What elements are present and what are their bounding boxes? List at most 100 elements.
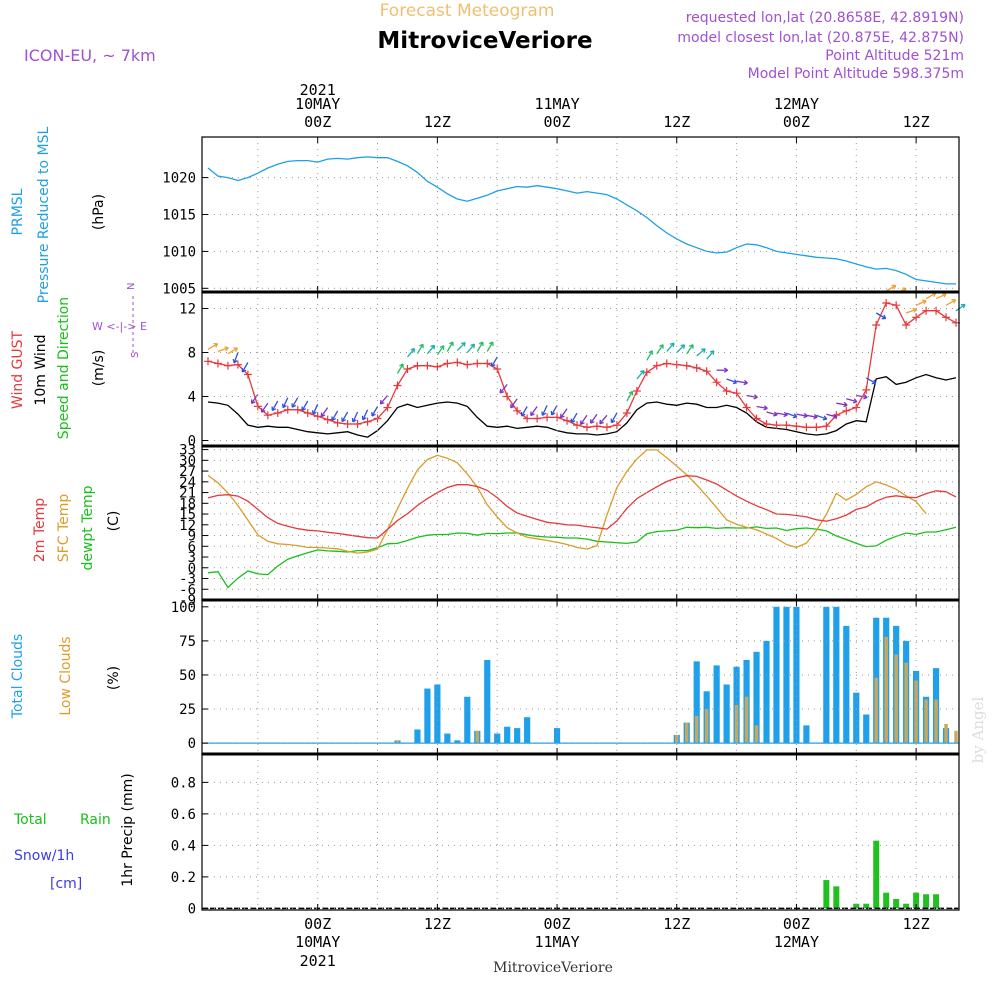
wind-arrow-head — [822, 415, 828, 421]
rain-label-1: Total — [13, 812, 47, 828]
dewpt-label: dewpt Temp — [80, 485, 96, 570]
wind-arrow-shaft — [456, 342, 466, 351]
top-time-label: 12Z — [663, 113, 690, 131]
rain-bar — [923, 894, 930, 909]
wind-arrow-shaft — [233, 352, 239, 364]
wind-arrow-head — [331, 416, 336, 422]
wind-arrow-head — [709, 350, 715, 355]
wind-arrow-shaft — [856, 394, 868, 399]
wind-direction-arrow — [826, 413, 838, 419]
low-cloud-bar — [684, 722, 689, 744]
wind-direction-arrow — [935, 292, 947, 300]
wind-direction-arrow — [905, 307, 917, 314]
total-cloud-bar — [763, 640, 770, 744]
total-cloud-bar — [713, 665, 720, 744]
gust-marker — [692, 363, 701, 372]
total-cloud-bar — [414, 729, 421, 744]
total-cloud-bar — [484, 659, 491, 744]
wind-arrow-head — [250, 399, 256, 405]
wind-arrow-shaft — [580, 414, 588, 425]
wind-direction-arrow — [570, 412, 578, 424]
wind-direction-arrow — [726, 378, 738, 385]
wind-direction-arrow — [301, 400, 309, 412]
wind-arrow-shaft — [560, 408, 568, 419]
wind-arrow-shaft — [905, 308, 917, 314]
y-tick-label: 1020 — [162, 171, 196, 187]
y-tick-label: 1010 — [162, 244, 196, 260]
gust-marker — [263, 411, 272, 420]
wind-arrow-shaft — [352, 411, 359, 423]
top-time-label: 00Z — [304, 113, 331, 131]
wind-arrow-shaft — [846, 398, 858, 403]
wind-arrow-head — [341, 417, 346, 423]
wind-arrow-head — [871, 379, 877, 385]
gust-marker — [353, 420, 362, 428]
gust-marker — [243, 370, 252, 379]
gust-label: Wind GUST — [10, 330, 26, 409]
temp-unit: (C) — [106, 511, 122, 532]
wind-arrow-shaft — [766, 411, 778, 416]
low-cloud-bar — [395, 740, 400, 744]
gust-marker — [902, 321, 911, 329]
low-cloud-bar — [914, 680, 918, 744]
wind-arrow-head — [912, 307, 917, 313]
wind-direction-arrow — [232, 352, 239, 364]
gust-marker — [543, 413, 552, 422]
wind-arrow-head — [550, 410, 556, 416]
wind-arrow-shaft — [599, 414, 608, 425]
rain-bar — [853, 903, 860, 909]
wind-direction-arrow — [806, 414, 818, 420]
y-tick-label: 0 — [188, 434, 196, 450]
gust-marker — [932, 306, 941, 315]
wind-direction-arrow — [766, 411, 778, 417]
low-cloud-bar — [954, 730, 958, 744]
wind-arrow-head — [419, 343, 424, 349]
y-tick-label: 0.4 — [171, 838, 196, 854]
wind-arrow-shaft — [476, 341, 484, 352]
y-tick-label: 12 — [179, 518, 196, 534]
wind-arrow-shaft — [816, 414, 827, 420]
wind-arrow-head — [669, 342, 675, 348]
wind-arrow-shaft — [570, 412, 578, 423]
wind-arrow-shaft — [686, 344, 694, 355]
wind-arrow-shaft — [666, 342, 675, 352]
gust-marker — [742, 403, 751, 412]
wind-direction-arrow — [580, 414, 588, 425]
low-cloud-bar — [744, 696, 749, 744]
y-tick-label: 21 — [179, 486, 196, 502]
dewpt-line — [207, 526, 957, 589]
gust-marker — [842, 406, 851, 415]
gust-marker — [782, 421, 791, 430]
wind-arrow-head — [520, 412, 526, 417]
gust-marker — [862, 385, 871, 394]
wind-arrow-head — [951, 298, 957, 304]
wind-direction-arrow — [271, 400, 279, 412]
wind-arrow-shaft — [271, 400, 279, 411]
wind-arrow-shaft — [227, 347, 238, 355]
wind-direction-arrow — [816, 414, 828, 421]
wind-arrow-shaft — [396, 363, 404, 374]
wind-arrow-head — [233, 347, 239, 353]
wind-arrow-head — [399, 363, 404, 368]
gust-marker — [303, 409, 312, 417]
wind-direction-arrow — [599, 414, 608, 425]
total-cloud-bar — [553, 728, 561, 744]
wind-direction-arrow — [746, 394, 758, 400]
low-cloud-bar — [934, 699, 938, 744]
wind-arrow-head — [499, 388, 505, 394]
panel-frame — [201, 445, 960, 601]
low-cloud-bar — [924, 699, 928, 744]
gust-marker — [273, 409, 282, 417]
wind-arrow-head — [813, 414, 818, 420]
gust-marker — [912, 313, 921, 322]
wind-arrow-shaft — [499, 384, 508, 394]
wind-arrow-head — [589, 419, 595, 424]
wind-arrow-shaft — [786, 412, 798, 418]
bottom-time-label: 00Z — [304, 915, 331, 933]
wind-direction-arrow — [486, 341, 494, 352]
gust-marker — [612, 421, 621, 430]
wind-arrow-head — [213, 342, 219, 348]
wind-arrow-head — [599, 419, 604, 425]
wind-arrow-head — [430, 344, 436, 350]
